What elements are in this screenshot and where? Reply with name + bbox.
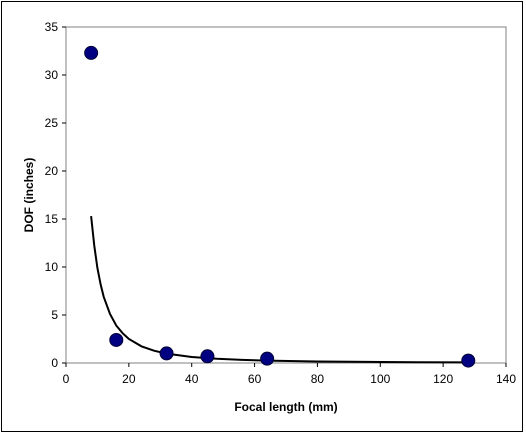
y-tick-label: 30 <box>45 68 59 82</box>
y-tick-label: 15 <box>45 212 59 226</box>
x-tick-label: 20 <box>122 372 136 386</box>
x-tick-label: 80 <box>311 372 325 386</box>
x-tick-label: 120 <box>433 372 453 386</box>
data-point <box>200 349 215 364</box>
y-tick-label: 5 <box>51 308 58 322</box>
data-point <box>109 332 124 347</box>
x-axis: 0 20 40 60 80 100 120 140 <box>63 363 516 386</box>
y-tick-label: 35 <box>45 20 59 34</box>
x-tick-label: 100 <box>370 372 390 386</box>
x-tick-label: 60 <box>248 372 262 386</box>
y-axis-title: DOF (inches) <box>22 158 36 233</box>
data-point <box>260 351 275 366</box>
data-point <box>84 45 99 60</box>
x-tick-label: 0 <box>63 372 70 386</box>
x-tick-label: 40 <box>185 372 199 386</box>
data-point <box>461 353 476 368</box>
y-tick-label: 0 <box>51 356 58 370</box>
x-tick-label: 140 <box>496 372 516 386</box>
y-tick-label: 10 <box>45 260 59 274</box>
plot-area <box>65 26 507 364</box>
x-axis-title: Focal length (mm) <box>234 400 337 414</box>
data-point <box>159 346 174 361</box>
trendline <box>90 215 469 364</box>
y-tick-label: 25 <box>45 116 59 130</box>
data-points <box>84 45 476 368</box>
y-tick-label: 20 <box>45 164 59 178</box>
y-axis: 0 5 10 15 20 25 30 35 <box>45 20 66 370</box>
